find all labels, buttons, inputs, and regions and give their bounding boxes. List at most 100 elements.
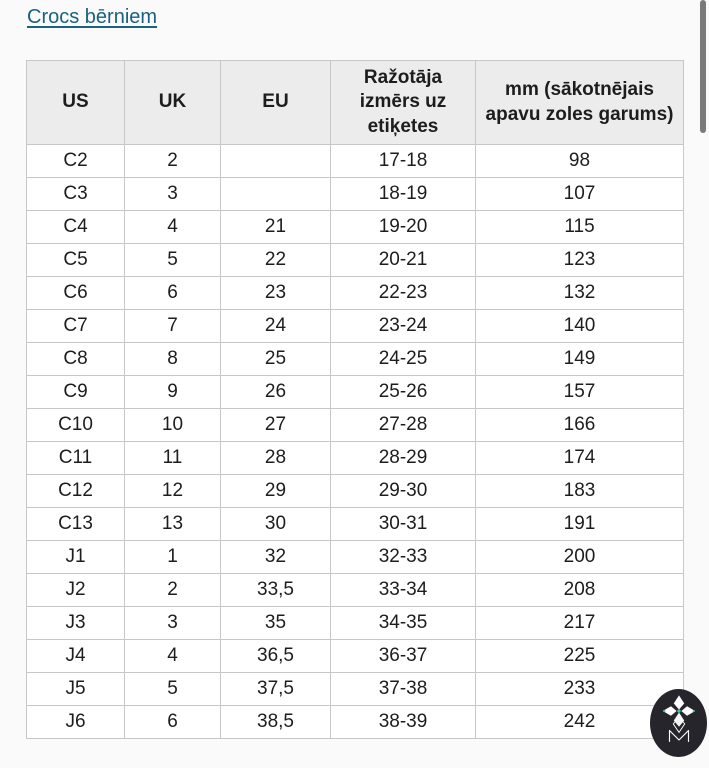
table-row: C13 13 30 30-31 191 bbox=[26, 507, 684, 541]
table-cell: 25 bbox=[220, 342, 331, 376]
table-cell bbox=[220, 177, 331, 211]
table-cell: 183 bbox=[475, 474, 684, 508]
vertical-scrollbar-thumb[interactable] bbox=[700, 0, 706, 133]
table-cell: 115 bbox=[475, 210, 684, 244]
table-cell: C9 bbox=[26, 375, 125, 409]
table-cell: C8 bbox=[26, 342, 125, 376]
table-cell: 35 bbox=[220, 606, 331, 640]
table-cell: 107 bbox=[475, 177, 684, 211]
table-cell: 242 bbox=[475, 705, 684, 739]
table-row: J5 5 37,5 37-38 233 bbox=[26, 672, 684, 706]
table-cell: J2 bbox=[26, 573, 125, 607]
table-cell: C6 bbox=[26, 276, 125, 310]
table-cell: 13 bbox=[124, 507, 221, 541]
table-cell: C4 bbox=[26, 210, 125, 244]
table-row: J3 3 35 34-35 217 bbox=[26, 606, 684, 640]
table-row: C2 2 17-18 98 bbox=[26, 144, 684, 178]
table-cell: 37,5 bbox=[220, 672, 331, 706]
table-cell: 27 bbox=[220, 408, 331, 442]
table-cell: C2 bbox=[26, 144, 125, 178]
table-row: J4 4 36,5 36-37 225 bbox=[26, 639, 684, 673]
table-cell: 29 bbox=[220, 474, 331, 508]
table-cell: 28-29 bbox=[330, 441, 476, 475]
table-cell: 22-23 bbox=[330, 276, 476, 310]
table-cell: 33,5 bbox=[220, 573, 331, 607]
table-cell: 4 bbox=[124, 639, 221, 673]
table-cell: 22 bbox=[220, 243, 331, 277]
table-header: US UK EU Ražotāja izmērs uz etiķetes mm (sāk… bbox=[26, 60, 684, 145]
table-cell: 20-21 bbox=[330, 243, 476, 277]
table-cell: 38-39 bbox=[330, 705, 476, 739]
crocs-berniem-link[interactable]: Crocs bērniem bbox=[27, 6, 158, 28]
table-row: C5 5 22 20-21 123 bbox=[26, 243, 684, 277]
table-cell: 32-33 bbox=[330, 540, 476, 574]
table-cell: C5 bbox=[26, 243, 125, 277]
table-cell: C7 bbox=[26, 309, 125, 343]
table-cell: 166 bbox=[475, 408, 684, 442]
table-row: J1 1 32 32-33 200 bbox=[26, 540, 684, 574]
table-cell: J5 bbox=[26, 672, 125, 706]
table-cell: 4 bbox=[124, 210, 221, 244]
table-cell: 24-25 bbox=[330, 342, 476, 376]
table-cell: C11 bbox=[26, 441, 125, 475]
table-cell: 36-37 bbox=[330, 639, 476, 673]
table-cell: C10 bbox=[26, 408, 125, 442]
table-row: C8 8 25 24-25 149 bbox=[26, 342, 684, 376]
table-cell: 157 bbox=[475, 375, 684, 409]
table-cell: 233 bbox=[475, 672, 684, 706]
table-cell: 98 bbox=[475, 144, 684, 178]
table-row: C11 11 28 28-29 174 bbox=[26, 441, 684, 475]
table-cell: 7 bbox=[124, 309, 221, 343]
table-cell: 1 bbox=[124, 540, 221, 574]
table-cell: 6 bbox=[124, 705, 221, 739]
table-cell: 8 bbox=[124, 342, 221, 376]
table-cell: 2 bbox=[124, 144, 221, 178]
table-row: C3 3 18-19 107 bbox=[26, 177, 684, 211]
table-cell: 27-28 bbox=[330, 408, 476, 442]
table-cell: 10 bbox=[124, 408, 221, 442]
table-cell: 225 bbox=[475, 639, 684, 673]
table-cell: 200 bbox=[475, 540, 684, 574]
table-cell: 123 bbox=[475, 243, 684, 277]
table-cell: 38,5 bbox=[220, 705, 331, 739]
table-cell: 36,5 bbox=[220, 639, 331, 673]
size-chart-table: US UK EU Ražotāja izmērs uz etiķetes mm (sāk… bbox=[26, 60, 684, 739]
table-cell: 29-30 bbox=[330, 474, 476, 508]
table-cell: 19-20 bbox=[330, 210, 476, 244]
table-cell: 5 bbox=[124, 672, 221, 706]
table-cell: 23 bbox=[220, 276, 331, 310]
table-cell: 21 bbox=[220, 210, 331, 244]
table-cell: 34-35 bbox=[330, 606, 476, 640]
table-cell: J6 bbox=[26, 705, 125, 739]
table-cell: 191 bbox=[475, 507, 684, 541]
brand-badge-button[interactable] bbox=[650, 689, 707, 757]
table-body: C2 2 17-18 98 C3 3 18-19 107 C4 4 21 19-20 115 C5 5 22 2… bbox=[26, 144, 684, 739]
table-row: J6 6 38,5 38-39 242 bbox=[26, 705, 684, 739]
table-cell: 33-34 bbox=[330, 573, 476, 607]
column-header: EU bbox=[220, 60, 331, 145]
table-cell: C12 bbox=[26, 474, 125, 508]
flower-m-logo-icon bbox=[660, 694, 698, 753]
table-cell: 30 bbox=[220, 507, 331, 541]
table-cell: 149 bbox=[475, 342, 684, 376]
table-row: C4 4 21 19-20 115 bbox=[26, 210, 684, 244]
column-header: mm (sākotnējais apavu zoles garums) bbox=[475, 60, 684, 145]
table-cell: 132 bbox=[475, 276, 684, 310]
column-header: US bbox=[26, 60, 125, 145]
table-cell: 25-26 bbox=[330, 375, 476, 409]
table-cell: 5 bbox=[124, 243, 221, 277]
table-row: J2 2 33,5 33-34 208 bbox=[26, 573, 684, 607]
table-cell: 18-19 bbox=[330, 177, 476, 211]
table-cell: C13 bbox=[26, 507, 125, 541]
table-cell: 3 bbox=[124, 606, 221, 640]
table-cell: 17-18 bbox=[330, 144, 476, 178]
table-cell: 217 bbox=[475, 606, 684, 640]
table-row: C7 7 24 23-24 140 bbox=[26, 309, 684, 343]
table-cell: 11 bbox=[124, 441, 221, 475]
table-cell: J1 bbox=[26, 540, 125, 574]
table-cell: J4 bbox=[26, 639, 125, 673]
table-cell: C3 bbox=[26, 177, 125, 211]
table-cell bbox=[220, 144, 331, 178]
table-cell: 9 bbox=[124, 375, 221, 409]
table-cell: 3 bbox=[124, 177, 221, 211]
